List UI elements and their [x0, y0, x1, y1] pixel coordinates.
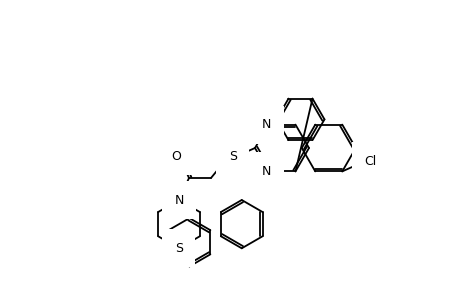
Text: N: N — [174, 194, 183, 206]
Text: Cl: Cl — [364, 155, 375, 168]
Text: S: S — [229, 149, 236, 163]
Text: N: N — [261, 165, 271, 178]
Text: N: N — [261, 118, 271, 131]
Text: O: O — [171, 149, 180, 163]
Text: S: S — [174, 242, 183, 255]
